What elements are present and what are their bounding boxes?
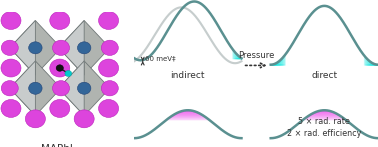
Polygon shape: [10, 61, 61, 116]
Circle shape: [1, 81, 18, 96]
Circle shape: [74, 110, 94, 128]
Circle shape: [50, 12, 70, 29]
Text: 60 meV‡: 60 meV‡: [145, 55, 176, 61]
Circle shape: [29, 82, 42, 94]
Text: direct: direct: [311, 71, 338, 80]
Circle shape: [65, 70, 72, 77]
Circle shape: [77, 42, 91, 54]
Text: 5 × rad. rate: 5 × rad. rate: [298, 117, 350, 126]
Circle shape: [50, 59, 70, 77]
Circle shape: [101, 40, 118, 55]
Circle shape: [99, 12, 119, 29]
Circle shape: [1, 40, 18, 55]
Circle shape: [25, 110, 45, 128]
Polygon shape: [10, 20, 61, 75]
Text: MAPbI₃: MAPbI₃: [41, 144, 77, 147]
Circle shape: [1, 59, 21, 77]
Polygon shape: [10, 20, 36, 75]
Circle shape: [53, 40, 70, 55]
Circle shape: [29, 42, 42, 54]
Circle shape: [99, 59, 119, 77]
Polygon shape: [10, 61, 36, 116]
Circle shape: [56, 65, 64, 71]
Text: Pressure: Pressure: [238, 51, 274, 60]
Circle shape: [1, 12, 21, 29]
Text: indirect: indirect: [170, 71, 205, 80]
Polygon shape: [59, 61, 84, 116]
Circle shape: [101, 81, 118, 96]
Circle shape: [50, 100, 70, 117]
Circle shape: [53, 81, 70, 96]
Circle shape: [1, 100, 21, 117]
Circle shape: [99, 100, 119, 117]
Polygon shape: [59, 20, 84, 75]
Polygon shape: [59, 20, 110, 75]
Circle shape: [77, 82, 91, 94]
Polygon shape: [59, 61, 110, 116]
Text: 2 × rad. efficiency: 2 × rad. efficiency: [287, 128, 361, 138]
